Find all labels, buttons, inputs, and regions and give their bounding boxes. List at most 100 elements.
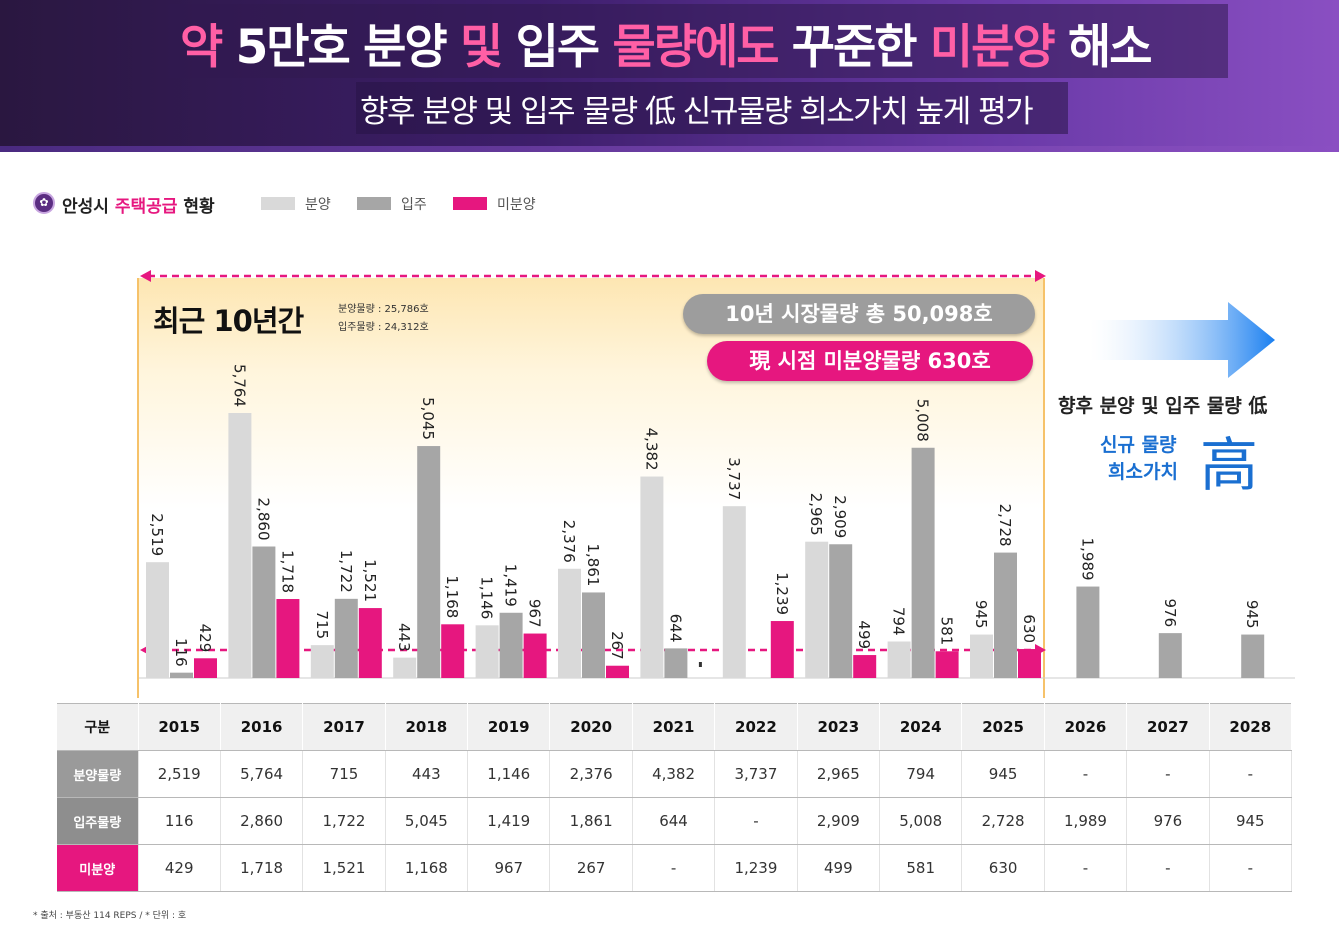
data-label-sale-2022: 3,737 bbox=[725, 457, 743, 500]
page-title: 약 5만호 분양 및 입주 물량에도 꾸준한 미분양 해소 bbox=[180, 8, 1152, 77]
data-label-move-2015: 116 bbox=[172, 638, 190, 667]
data-label-move-2028: 945 bbox=[1243, 600, 1261, 629]
bar-move-2020 bbox=[582, 592, 605, 678]
table-year-header: 2019 bbox=[467, 703, 551, 751]
data-label-move-2024: 5,008 bbox=[914, 399, 932, 442]
table-cell: 499 bbox=[797, 844, 881, 892]
data-label-move-2021: 644 bbox=[666, 614, 684, 643]
bar-empty-marker bbox=[698, 662, 702, 667]
table-row-label: 미분양 bbox=[57, 844, 139, 892]
bar-move-2025 bbox=[994, 552, 1017, 678]
table-cell: 1,521 bbox=[302, 844, 386, 892]
bar-move-2026 bbox=[1076, 586, 1100, 678]
table-year-header: 2027 bbox=[1126, 703, 1210, 751]
table-cell: 1,722 bbox=[302, 797, 386, 845]
table-year-header: 2018 bbox=[385, 703, 469, 751]
title-part-1: 약 bbox=[180, 20, 236, 75]
bar-unsold-2020 bbox=[606, 665, 629, 678]
table-cell: 2,965 bbox=[797, 750, 881, 798]
bar-sale-2021 bbox=[640, 476, 664, 678]
section-title-highlight: 주택공급 bbox=[114, 197, 178, 217]
data-label-unsold-2024: 581 bbox=[938, 617, 956, 646]
data-label-unsold-2022: 1,239 bbox=[773, 572, 791, 615]
bar-sale-2016 bbox=[228, 413, 252, 678]
data-label-unsold-2025: 630 bbox=[1020, 614, 1038, 643]
table-cell: - bbox=[1126, 844, 1210, 892]
table-cell: - bbox=[1209, 844, 1292, 892]
bar-unsold-2019 bbox=[523, 633, 547, 678]
table-cell: - bbox=[1044, 750, 1128, 798]
table-corner-cell: 구분 bbox=[57, 703, 139, 751]
data-label-sale-2015: 2,519 bbox=[148, 513, 166, 556]
data-label-move-2025: 2,728 bbox=[996, 504, 1014, 547]
supply-data-table: 구분 2015 2016 2017 2018 2019 2020 2021 2022 2023 2… bbox=[57, 703, 1292, 892]
data-label-sale-2021: 4,382 bbox=[642, 428, 660, 471]
data-label-move-2026: 1,989 bbox=[1078, 538, 1096, 581]
future-high-glyph: 高 bbox=[1200, 431, 1259, 499]
table-cell: 715 bbox=[302, 750, 386, 798]
bar-sale-2023 bbox=[805, 541, 829, 678]
table-cell: 5,008 bbox=[879, 797, 963, 845]
table-cell: 945 bbox=[961, 750, 1045, 798]
unsold-now-badge: 現 시점 미분양물량 630호 bbox=[707, 341, 1033, 381]
table-year-header: 2023 bbox=[797, 703, 881, 751]
table-cell: 3,737 bbox=[714, 750, 798, 798]
legend-label-unsold: 미분양 bbox=[497, 197, 536, 213]
bar-move-2015 bbox=[170, 672, 193, 678]
data-label-sale-2025: 945 bbox=[972, 600, 990, 629]
table-cell: 581 bbox=[879, 844, 963, 892]
legend-label-sale: 분양 bbox=[305, 197, 331, 213]
bar-sale-2022 bbox=[722, 506, 746, 678]
table-cell: 644 bbox=[632, 797, 716, 845]
table-cell: 630 bbox=[961, 844, 1045, 892]
title-part-3: 입주 bbox=[501, 20, 613, 75]
data-label-move-2018: 5,045 bbox=[419, 397, 437, 440]
data-label-unsold-2016: 1,718 bbox=[278, 550, 296, 593]
bar-unsold-2023 bbox=[853, 655, 877, 678]
flower-icon: ✿ bbox=[33, 192, 55, 214]
table-cell: 976 bbox=[1126, 797, 1210, 845]
chart-bars bbox=[146, 413, 1265, 678]
table-row-label: 분양물량 bbox=[57, 750, 139, 798]
table-row: 입주물량 116 2,860 1,722 5,045 1,419 1,861 644-2,90… bbox=[57, 797, 1292, 845]
data-label-sale-2019: 1,146 bbox=[478, 576, 496, 619]
bar-unsold-2015 bbox=[194, 658, 217, 678]
bar-unsold-2016 bbox=[276, 599, 300, 678]
bar-unsold-2022 bbox=[770, 621, 794, 678]
table-cell: 4,382 bbox=[632, 750, 716, 798]
table-cell: - bbox=[632, 844, 716, 892]
bar-sale-2024 bbox=[887, 641, 911, 678]
future-outlook-text: 향후 분양 및 입주 물량 低 bbox=[1058, 395, 1268, 417]
title-backdrop bbox=[168, 4, 1228, 78]
data-label-sale-2017: 715 bbox=[313, 610, 331, 639]
data-label-move-2020: 1,861 bbox=[584, 543, 602, 586]
bar-move-2016 bbox=[252, 546, 276, 678]
table-cell: 116 bbox=[138, 797, 221, 845]
bar-unsold-2018 bbox=[441, 624, 465, 678]
bar-move-2023 bbox=[829, 544, 853, 678]
legend-label-move: 입주 bbox=[401, 197, 427, 213]
data-label-sale-2020: 2,376 bbox=[560, 520, 578, 563]
table-year-header: 2028 bbox=[1209, 703, 1292, 751]
bar-sale-2015 bbox=[146, 562, 169, 678]
future-arrow-icon bbox=[1090, 302, 1275, 378]
move-total-note: 입주물량 : 24,312호 bbox=[338, 322, 429, 333]
table-row: 분양물량 2,519 5,764 715 443 1,146 2,376 4,382 3,737… bbox=[57, 750, 1292, 798]
subtitle-backdrop bbox=[356, 82, 1068, 134]
title-part-4: 물량에도 bbox=[612, 20, 779, 75]
table-cell: 443 bbox=[385, 750, 469, 798]
table-header-row: 구분 2015 2016 2017 2018 2019 2020 2021 2022 2023 2… bbox=[57, 703, 1292, 751]
chart-canvas: 2,519 116 429 5,764 2,860 1,718 715 1,722 1,521 4… bbox=[139, 270, 1295, 679]
section-title: 안성시 주택공급 현황 bbox=[62, 192, 215, 217]
table-cell: 945 bbox=[1209, 797, 1292, 845]
bar-move-2028 bbox=[1241, 634, 1265, 678]
table-year-header: 2017 bbox=[302, 703, 386, 751]
table-row-label: 입주물량 bbox=[57, 797, 139, 845]
title-part-7: 해소 bbox=[1053, 20, 1152, 75]
table-year-header: 2024 bbox=[879, 703, 963, 751]
data-label-unsold-2020: 267 bbox=[608, 631, 626, 660]
section-title-suffix: 현황 bbox=[177, 197, 215, 217]
table-cell: 267 bbox=[549, 844, 633, 892]
bar-move-2024 bbox=[911, 447, 935, 678]
bar-sale-2019 bbox=[475, 625, 499, 678]
